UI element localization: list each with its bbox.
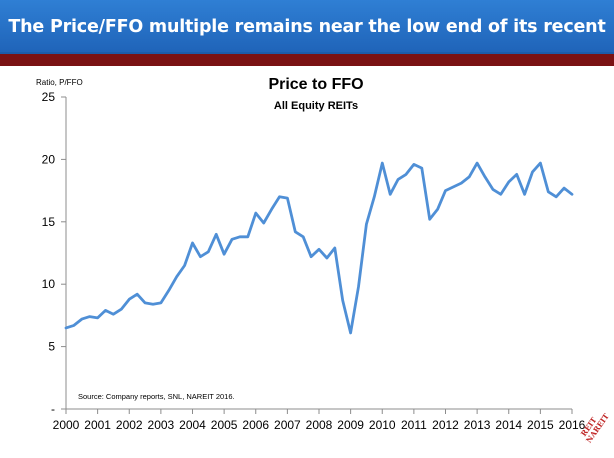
x-tick-label: 2016 [559,418,586,432]
title-banner: The Price/FFO multiple remains near the … [0,0,614,91]
y-tick-label: 20 [42,152,56,166]
x-tick-label: 2015 [527,418,554,432]
slide-title: The Price/FFO multiple remains near the … [8,17,606,91]
y-tick-label: - [51,402,55,416]
y-tick-label: 10 [42,277,56,291]
source-note: Source: Company reports, SNL, NAREIT 201… [78,392,235,401]
x-tick-label: 2009 [337,418,364,432]
title-stripe [0,54,614,66]
x-tick-label: 2008 [306,418,333,432]
x-tick-label: 2011 [401,418,427,432]
x-tick-label: 2003 [148,418,175,432]
x-tick-label: 2007 [274,418,301,432]
y-axis: - 5 10 15 20 25 [42,90,67,416]
chart-title: Price to FFO [268,76,363,93]
y-tick-label: 5 [48,340,55,354]
x-axis: 2000 2001 2002 2003 2004 2005 2006 2007 2008 2009… [53,408,586,432]
x-tick-label: 2006 [242,418,269,432]
x-tick-label: 2001 [84,418,111,432]
price-ffo-chart: Price to FFO All Equity REITs Ratio, P/F… [36,76,586,432]
x-tick-label: 2010 [369,418,396,432]
y-tick-label: 25 [42,90,56,104]
x-tick-label: 2013 [464,418,491,432]
x-tick-label: 2012 [432,418,459,432]
y-axis-label: Ratio, P/FFO [36,78,83,87]
series-line-p-ffo [64,161,574,335]
x-tick-label: 2000 [53,418,80,432]
y-tick-label: 15 [42,215,56,229]
x-tick-label: 2014 [495,418,522,432]
x-tick-label: 2002 [116,418,143,432]
x-tick-label: 2004 [179,418,206,432]
x-tick-label: 2005 [211,418,238,432]
chart-subtitle: All Equity REITs [274,100,358,112]
